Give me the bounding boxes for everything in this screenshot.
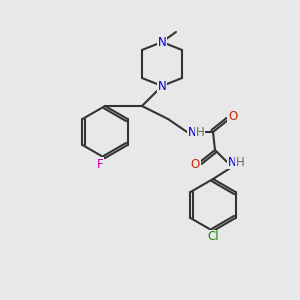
Text: F: F — [97, 158, 103, 170]
Text: N: N — [228, 155, 236, 169]
Text: N: N — [158, 80, 166, 92]
Text: N: N — [188, 125, 196, 139]
Text: O: O — [190, 158, 200, 170]
Text: H: H — [236, 155, 244, 169]
Text: O: O — [228, 110, 238, 124]
Text: H: H — [196, 125, 204, 139]
Text: N: N — [158, 35, 166, 49]
Text: Cl: Cl — [207, 230, 219, 244]
